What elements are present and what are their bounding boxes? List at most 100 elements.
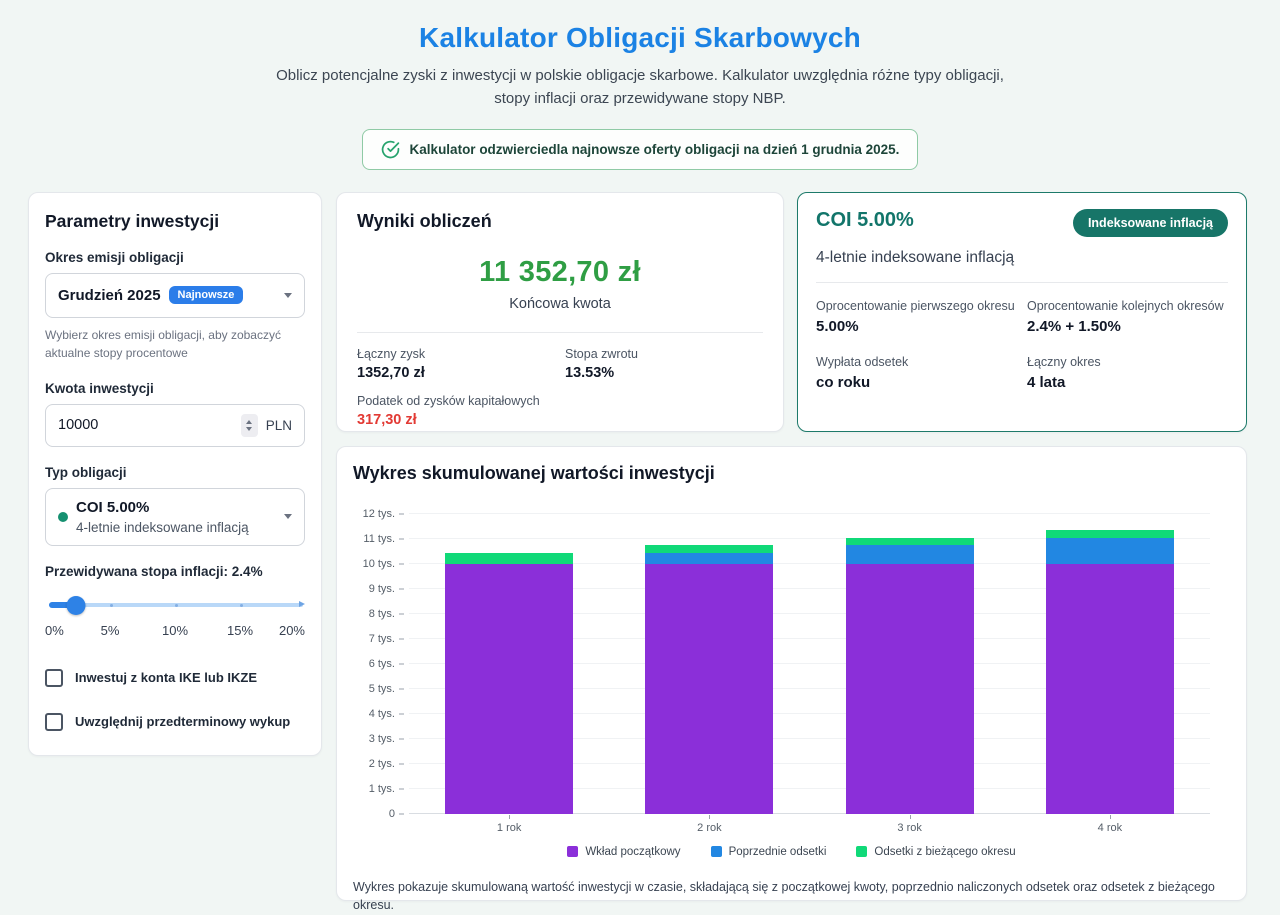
x-axis-tick-label: 4 rok xyxy=(1010,822,1210,834)
bond-field-label: Oprocentowanie kolejnych okresów xyxy=(1027,299,1228,313)
emission-period-label: Okres emisji obligacji xyxy=(45,250,305,265)
amount-stepper[interactable] xyxy=(241,414,258,437)
early-redemption-checkbox[interactable] xyxy=(45,713,63,731)
results-card: Wyniki obliczeń 11 352,70 zł Końcowa kwo… xyxy=(336,192,784,432)
inflation-label: Przewidywana stopa inflacji: 2.4% xyxy=(45,564,305,579)
legend-swatch xyxy=(567,846,578,857)
bar-segment xyxy=(846,564,974,814)
x-axis-tick-mark xyxy=(709,815,710,819)
currency-label: PLN xyxy=(266,418,292,433)
y-axis-tick-label: 9 tys. xyxy=(369,583,395,595)
bond-field-value: 5.00% xyxy=(816,318,1017,335)
bar-segment xyxy=(445,553,573,563)
bar-slot xyxy=(409,514,609,814)
y-axis-tick-mark xyxy=(399,613,404,614)
bar-segment xyxy=(645,553,773,563)
inflation-slider[interactable] xyxy=(45,595,305,615)
bar-segment xyxy=(445,564,573,814)
chevron-down-icon xyxy=(284,514,292,519)
bond-field: Oprocentowanie kolejnych okresów2.4% + 1… xyxy=(1027,299,1228,335)
early-redemption-checkbox-label: Uwzględnij przedterminowy wykup xyxy=(75,714,290,729)
stacked-bar xyxy=(645,545,773,813)
divider xyxy=(357,332,763,333)
slider-tick-label: 20% xyxy=(279,623,305,638)
profit-value: 1352,70 zł xyxy=(357,365,555,381)
chart-card: Wykres skumulowanej wartości inwestycji … xyxy=(336,446,1247,901)
slider-tick-label: 0% xyxy=(45,623,64,638)
bond-type-label: Typ obligacji xyxy=(45,465,305,480)
bond-field-value: 4 lata xyxy=(1027,374,1228,391)
emission-period-select[interactable]: Grudzień 2025Najnowsze xyxy=(45,273,305,318)
legend-swatch xyxy=(856,846,867,857)
slider-thumb[interactable] xyxy=(67,596,86,615)
bond-type-dot-icon xyxy=(58,512,68,522)
ike-checkbox-row[interactable]: Inwestuj z konta IKE lub IKZE xyxy=(45,669,305,687)
y-axis-tick-label: 10 tys. xyxy=(363,558,395,570)
parameters-title: Parametry inwestycji xyxy=(45,211,305,232)
amount-input[interactable] xyxy=(58,417,233,433)
y-axis-tick-mark xyxy=(399,588,404,589)
y-axis-tick-label: 3 tys. xyxy=(369,733,395,745)
bond-field: Łączny okres 4 lata xyxy=(1027,355,1228,391)
results-title: Wyniki obliczeń xyxy=(357,211,763,232)
y-axis-tick-label: 0 xyxy=(389,808,395,820)
amount-label: Kwota inwestycji xyxy=(45,381,305,396)
chart-title: Wykres skumulowanej wartości inwestycji xyxy=(353,463,1230,484)
status-banner: Kalkulator odzwierciedla najnowsze ofert… xyxy=(362,129,919,170)
y-axis-tick-mark xyxy=(399,813,404,814)
legend-swatch xyxy=(711,846,722,857)
ike-checkbox[interactable] xyxy=(45,669,63,687)
bar-row xyxy=(409,514,1210,814)
chart-footer-note: Wykres pokazuje skumulowaną wartość inwe… xyxy=(353,878,1230,915)
stacked-bar xyxy=(445,553,573,813)
legend-label: Poprzednie odsetki xyxy=(729,846,827,858)
early-redemption-checkbox-row[interactable]: Uwzględnij przedterminowy wykup xyxy=(45,713,305,731)
x-axis-tick-label: 3 rok xyxy=(810,822,1010,834)
chart-x-axis: 1 rok2 rok3 rok4 rok xyxy=(409,814,1210,834)
x-axis-category: 2 rok xyxy=(609,814,809,834)
bond-type-select[interactable]: COI 5.00% 4-letnie indeksowane inflacją xyxy=(45,488,305,546)
bar-segment xyxy=(1046,538,1174,564)
y-axis-tick-mark xyxy=(399,663,404,664)
slider-tick xyxy=(240,604,243,607)
legend-item: Poprzednie odsetki xyxy=(711,846,827,858)
bond-info-card: COI 5.00% Indeksowane inflacją 4-letnie … xyxy=(797,192,1247,432)
divider xyxy=(816,282,1228,283)
bond-field-label: Wypłata odsetek xyxy=(816,355,1017,369)
bond-field-label: Łączny okres xyxy=(1027,355,1228,369)
emission-period-value: Grudzień 2025 xyxy=(58,287,161,304)
y-axis-tick-mark xyxy=(399,713,404,714)
slider-tick-label: 5% xyxy=(101,623,120,638)
x-axis-tick-label: 1 rok xyxy=(409,822,609,834)
profit-label: Łączny zysk xyxy=(357,347,555,361)
bar-segment xyxy=(645,545,773,553)
bond-field: Oprocentowanie pierwszego okresu 5.00% xyxy=(816,299,1017,335)
bond-field: Wypłata odsetekco roku xyxy=(816,355,1017,391)
status-banner-text: Kalkulator odzwierciedla najnowsze ofert… xyxy=(410,142,900,157)
slider-end-arrow xyxy=(299,601,305,607)
y-axis-tick-label: 7 tys. xyxy=(369,633,395,645)
y-axis-tick-mark xyxy=(399,738,404,739)
legend-item: Wkład początkowy xyxy=(567,846,680,858)
y-axis-tick-mark xyxy=(399,538,404,539)
legend-item: Odsetki z bieżącego okresu xyxy=(856,846,1015,858)
y-axis-tick-mark xyxy=(399,788,404,789)
bar-segment xyxy=(645,564,773,814)
bond-field-label: Oprocentowanie pierwszego okresu xyxy=(816,299,1017,313)
stacked-bar xyxy=(1046,530,1174,814)
tax-value: 317,30 zł xyxy=(357,412,763,428)
ike-checkbox-label: Inwestuj z konta IKE lub IKZE xyxy=(75,670,257,685)
tax-label: Podatek od zysków kapitałowych xyxy=(357,394,763,408)
inflation-indexed-badge: Indeksowane inflacją xyxy=(1073,209,1228,237)
slider-tick xyxy=(175,604,178,607)
bar-segment xyxy=(846,545,974,563)
final-amount-label: Końcowa kwota xyxy=(357,296,763,312)
y-axis-tick-mark xyxy=(399,563,404,564)
slider-scale: 0%5%10%15%20% xyxy=(45,623,305,639)
amount-field-wrap: PLN xyxy=(45,404,305,447)
x-axis-category: 4 rok xyxy=(1010,814,1210,834)
bar-segment xyxy=(1046,530,1174,538)
chart-legend: Wkład początkowy Poprzednie odsetki Odsetk… xyxy=(353,846,1230,858)
parameters-panel: Parametry inwestycji Okres emisji obliga… xyxy=(28,192,322,756)
y-axis-tick-label: 5 tys. xyxy=(369,683,395,695)
